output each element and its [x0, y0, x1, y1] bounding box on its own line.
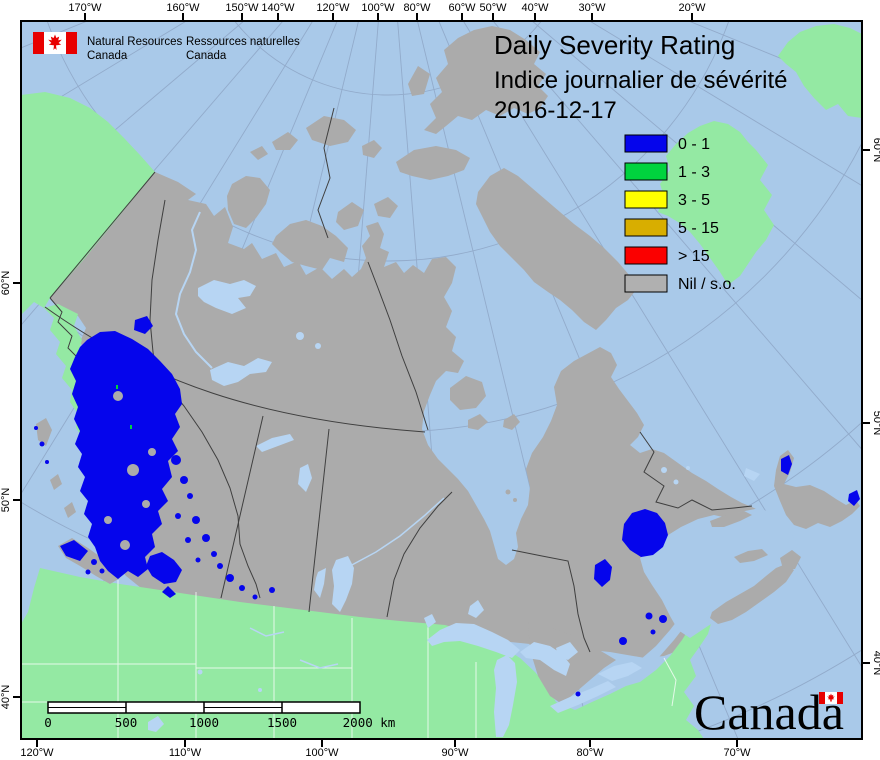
scale-label: 500 — [115, 715, 138, 730]
canada-flag-icon — [33, 32, 77, 54]
axis-labels-right: 60°N 50°N 40°N — [871, 138, 880, 676]
axis-labels-bottom: 120°W 110°W 100°W 90°W 80°W 70°W — [20, 747, 751, 759]
axis-label: 150°W — [225, 2, 259, 14]
logo-text-fr-2: Canada — [186, 50, 227, 62]
canada-islands — [36, 26, 860, 624]
map-frame — [20, 20, 863, 740]
legend-label: 3 - 5 — [678, 192, 710, 209]
greenland-northeast — [778, 24, 862, 118]
rivers — [174, 211, 445, 669]
gulf-st-lawrence — [640, 508, 798, 638]
axis-label: 170°W — [68, 2, 102, 14]
axis-label: 80°W — [403, 2, 431, 14]
axis-label: 40°W — [521, 2, 549, 14]
nrcan-logo: Natural Resources Canada Ressources natu… — [33, 32, 300, 62]
legend-swatch-1-3 — [624, 162, 668, 181]
scale-label: 1500 — [267, 715, 297, 730]
greenland — [658, 121, 774, 285]
legend-label: 0 - 1 — [678, 136, 710, 153]
axis-label: 100°W — [305, 747, 339, 759]
axis-label: 70°W — [723, 747, 751, 759]
legend: 0 - 1 1 - 3 3 - 5 5 - 15 > 15 Nil / s.o. — [624, 134, 736, 293]
axis-label: 50°N — [871, 411, 880, 436]
logo-text-fr-1: Ressources naturelles — [186, 36, 300, 48]
alaska-land — [21, 92, 155, 315]
axis-label: 60°N — [871, 138, 880, 163]
legend-label: Nil / s.o. — [678, 276, 736, 293]
wordmark-text: Canada — [694, 684, 844, 740]
logo-text-en-2: Canada — [87, 50, 128, 62]
axis-label: 40°N — [871, 651, 880, 676]
axis-label: 40°N — [0, 685, 12, 710]
axis-labels-top: 170°W 160°W 150°W 140°W 120°W 100°W 80°W… — [68, 2, 706, 14]
axis-label: 120°W — [316, 2, 350, 14]
axis-label: 80°W — [576, 747, 604, 759]
canada-wordmark: Canada — [694, 684, 844, 740]
dsr-bc-region — [70, 331, 182, 579]
usa-land — [21, 568, 712, 739]
legend-label: > 15 — [678, 248, 710, 265]
axis-label: 50°W — [479, 2, 507, 14]
scale-label: 0 — [44, 715, 52, 730]
scale-bar: 0 500 1000 1500 2000 km — [44, 701, 396, 730]
axis-label: 60°W — [448, 2, 476, 14]
title-en: Daily Severity Rating — [494, 30, 735, 60]
title-fr: Indice journalier de sévérité — [494, 67, 788, 94]
legend-swatch-3-5 — [624, 190, 668, 209]
axis-label: 50°N — [0, 488, 12, 513]
legend-label: 5 - 15 — [678, 220, 719, 237]
dsr-bc-gray-holes — [104, 391, 156, 550]
dsr-rating-patches — [34, 316, 860, 697]
wordmark-flag-icon — [819, 692, 843, 704]
axis-ticks — [13, 13, 870, 747]
map-title: Daily Severity Rating Indice journalier … — [494, 30, 788, 124]
legend-label: 1 - 3 — [678, 164, 710, 181]
southern-ontario — [528, 622, 616, 704]
axis-label: 90°W — [441, 747, 469, 759]
logo-text-en-1: Natural Resources — [87, 36, 182, 48]
axis-label: 60°N — [0, 271, 12, 296]
axis-label: 100°W — [361, 2, 395, 14]
dsr-green-specks — [116, 385, 132, 429]
axis-label: 20°W — [678, 2, 706, 14]
axis-label: 30°W — [578, 2, 606, 14]
scale-label: 2000 km — [343, 715, 396, 730]
axis-label: 110°W — [169, 747, 202, 759]
legend-swatch-nil — [624, 274, 668, 293]
scale-label: 1000 — [189, 715, 219, 730]
legend-swatch-0-1 — [624, 134, 668, 153]
legend-swatch-gt15 — [624, 246, 668, 265]
lakes — [148, 280, 760, 737]
dsr-quebec-blob — [622, 509, 668, 557]
title-date: 2016-12-17 — [494, 97, 617, 124]
axis-label: 120°W — [20, 747, 54, 759]
legend-swatch-5-15 — [624, 218, 668, 237]
axis-label: 140°W — [261, 2, 295, 14]
axis-label: 160°W — [166, 2, 200, 14]
st-lawrence-river — [640, 580, 710, 670]
axis-labels-left: 60°N 50°N 40°N — [0, 271, 12, 710]
